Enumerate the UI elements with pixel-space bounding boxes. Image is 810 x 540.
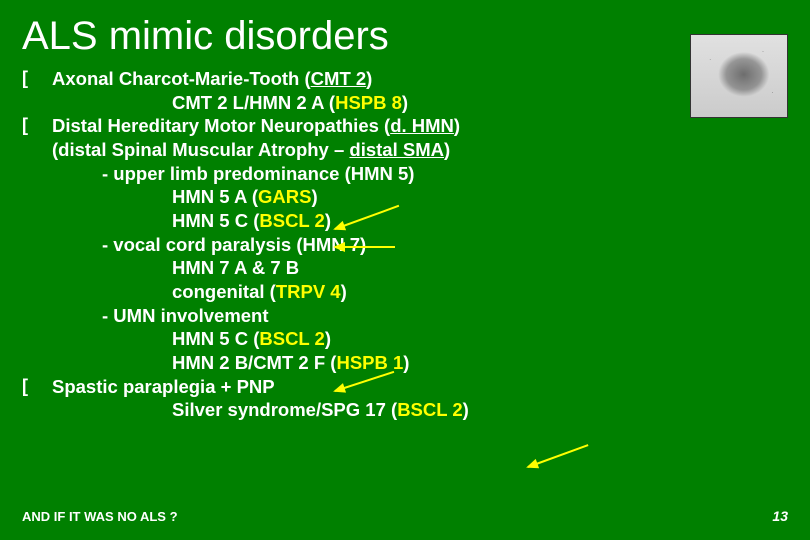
b1-close: ) [366,68,372,89]
paren-close: ) [311,186,317,207]
b2-close: ) [454,115,460,136]
microscopy-image [690,34,788,118]
b1-text: Axonal Charcot-Marie-Tooth ( [52,68,311,89]
b2-sub3: - UMN involvement [22,304,810,328]
b3-text: Spastic paraplegia + PNP [52,375,275,399]
b3-sub1a: Silver syndrome/SPG 17 ( [172,399,397,420]
b2-sub3a-line: HMN 5 C (BSCL 2) [22,327,810,351]
gene-bscl2-3: BSCL 2 [397,399,462,420]
b2-sub2a-line: HMN 7 A & 7 B [22,256,810,280]
annotation-arrow [335,246,395,248]
paren-close: ) [403,352,409,373]
b2-sub1: - upper limb predominance (HMN 5) [22,162,810,186]
b2-sub2b-line: congenital (TRPV 4) [22,280,810,304]
footer-left: AND IF IT WAS NO ALS ? [22,509,178,524]
b2-line2: (distal Spinal Muscular Atrophy – distal… [22,138,810,162]
b2-sub2b: congenital ( [172,281,276,302]
b2-sub1a: HMN 5 A ( [172,186,258,207]
gene-bscl2-2: BSCL 2 [259,328,324,349]
bullet-icon: [ [22,375,52,399]
b2-sub3b-line: HMN 2 B/CMT 2 F (HSPB 1) [22,351,810,375]
b2-line2a: (distal Spinal Muscular Atrophy – [52,139,349,160]
paren-close: ) [325,210,331,231]
annotation-arrow [528,444,589,468]
bullet-icon: [ [22,114,52,138]
paren-close: ) [341,281,347,302]
b1-sub1a: CMT 2 L/HMN 2 A ( [172,92,335,113]
gene-bscl2-1: BSCL 2 [259,210,324,231]
gene-hspb8: HSPB 8 [335,92,402,113]
b2-text: Distal Hereditary Motor Neuropathies ( [52,115,390,136]
gene-gars: GARS [258,186,311,207]
gene-trpv4: TRPV 4 [276,281,341,302]
bullet-3: [ Spastic paraplegia + PNP [22,375,810,399]
b3-sub1-line: Silver syndrome/SPG 17 (BSCL 2) [22,398,810,422]
b2-sub3b: HMN 2 B/CMT 2 F ( [172,352,336,373]
b1-sub-close: ) [402,92,408,113]
slide-title: ALS mimic disorders [0,0,810,67]
b2-sub1b: HMN 5 C ( [172,210,259,231]
b2-sub1b-line: HMN 5 C (BSCL 2) [22,209,810,233]
b2-sub2: - vocal cord paralysis (HMN 7) [22,233,810,257]
paren-close: ) [325,328,331,349]
paren-close: ) [463,399,469,420]
b1-cmt2: CMT 2 [311,68,367,89]
b2-dhmn: d. HMN [390,115,454,136]
content-block: [ Axonal Charcot-Marie-Tooth (CMT 2) CMT… [0,67,810,422]
b2-line2-close: ) [444,139,450,160]
footer-page-number: 13 [772,508,788,524]
b2-sub3a: HMN 5 C ( [172,328,259,349]
b2-sub1a-line: HMN 5 A (GARS) [22,185,810,209]
b2-line2u: distal SMA [349,139,444,160]
bullet-icon: [ [22,67,52,91]
